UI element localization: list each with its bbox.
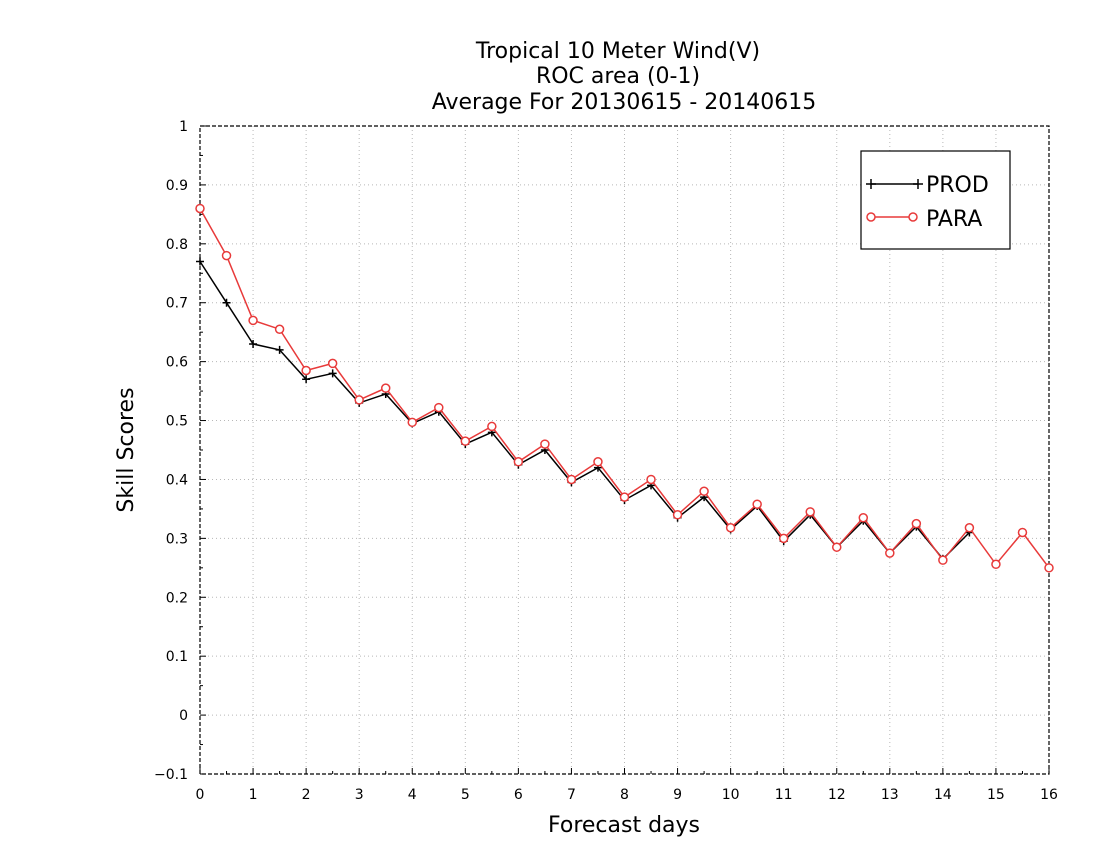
chart-title: Tropical 10 Meter Wind(V) ROC area (0-1)… [432, 39, 817, 115]
point-para [911, 518, 922, 529]
point-para [434, 402, 444, 413]
y-tick-label: 0.8 [166, 237, 188, 253]
y-axis-ticks: −0.1 0 0.1 0.2 0.3 0.4 0.5 0.6 0.7 0.8 0.9 1 [154, 119, 206, 783]
point-para [487, 421, 497, 432]
legend-entry-prod: PROD [866, 173, 989, 198]
point-para [752, 499, 762, 509]
y-axis-label: Skill Scores [114, 387, 139, 512]
point-para [566, 474, 577, 485]
x-tick-label: 2 [302, 787, 311, 803]
point-para [1017, 527, 1028, 538]
point-para [460, 436, 471, 446]
point-para [380, 383, 391, 393]
x-tick-label: 3 [355, 787, 364, 803]
x-tick-label: 13 [881, 787, 899, 803]
y-tick-label: 0.4 [166, 472, 188, 488]
y-tick-label: 0.6 [166, 355, 188, 371]
point-para [327, 358, 338, 369]
point-prod [222, 298, 231, 307]
y-tick-label: 0.5 [166, 414, 188, 430]
x-tick-label: 9 [673, 787, 682, 803]
x-tick-label: 1 [249, 787, 258, 803]
y-tick-label: 0.2 [166, 590, 188, 606]
y-tick-label: 0 [179, 708, 188, 724]
point-para [858, 512, 869, 523]
point-prod [302, 375, 311, 384]
point-para [593, 457, 603, 467]
legend-plus-marker [866, 179, 923, 189]
point-prod [196, 257, 204, 266]
point-para [646, 474, 656, 485]
legend: PROD PARA [860, 150, 1011, 250]
series-layer [195, 203, 1054, 573]
x-tick-label: 7 [567, 787, 576, 803]
point-para [672, 510, 683, 520]
x-tick-label: 16 [1040, 787, 1058, 803]
x-axis-label: Forecast days [548, 813, 700, 838]
x-tick-label: 11 [775, 787, 793, 803]
y-tick-label: 0.3 [166, 531, 188, 547]
legend-box [860, 150, 1011, 250]
x-tick-label: 14 [934, 787, 952, 803]
point-para [778, 533, 789, 544]
title-line-3: Average For 20130615 - 20140615 [432, 90, 817, 115]
point-para [832, 542, 842, 552]
point-para [513, 457, 524, 467]
series-para [195, 203, 1054, 573]
point-prod [275, 345, 284, 354]
point-para [885, 548, 895, 558]
x-tick-label: 8 [620, 787, 629, 803]
y-tick-label: 0.1 [166, 649, 188, 665]
x-tick-label: 12 [828, 787, 846, 803]
point-prod [328, 369, 337, 378]
point-para [991, 559, 1001, 570]
series-prod [196, 257, 974, 563]
point-para [699, 486, 709, 496]
series-line-prod [199, 261, 970, 561]
point-prod [249, 339, 258, 348]
legend-circle-marker [866, 212, 876, 222]
grid-lines [200, 126, 1049, 774]
x-tick-label: 10 [722, 787, 740, 803]
y-tick-label: −0.1 [154, 767, 188, 783]
legend-label-prod: PROD [926, 173, 989, 198]
point-para [725, 523, 736, 533]
point-para [540, 439, 550, 449]
point-para [964, 523, 975, 533]
point-para [274, 324, 285, 334]
x-tick-label: 15 [987, 787, 1005, 803]
title-line-2: ROC area (0-1) [536, 64, 700, 89]
point-para [195, 203, 205, 214]
x-tick-label: 4 [408, 787, 417, 803]
legend-label-para: PARA [926, 207, 982, 232]
legend-entry-para: PARA [866, 207, 982, 232]
point-para [354, 395, 364, 405]
title-line-1: Tropical 10 Meter Wind(V) [475, 39, 760, 64]
x-tick-label: 6 [514, 787, 523, 803]
y-tick-label: 0.7 [166, 296, 188, 312]
legend-circle-marker [908, 212, 918, 222]
x-tick-label: 0 [196, 787, 205, 803]
x-axis-ticks: 0 1 2 3 4 5 6 7 8 9 10 11 12 13 14 15 16 [196, 768, 1058, 803]
y-tick-label: 0.9 [166, 178, 188, 194]
point-para [221, 250, 232, 261]
point-para [407, 417, 417, 428]
y-tick-label: 1 [179, 119, 188, 135]
point-para [619, 492, 630, 502]
point-para [301, 365, 311, 376]
point-para [1044, 563, 1054, 573]
point-para [805, 507, 815, 517]
x-tick-label: 5 [461, 787, 470, 803]
point-para [938, 555, 948, 565]
point-para [248, 315, 258, 326]
